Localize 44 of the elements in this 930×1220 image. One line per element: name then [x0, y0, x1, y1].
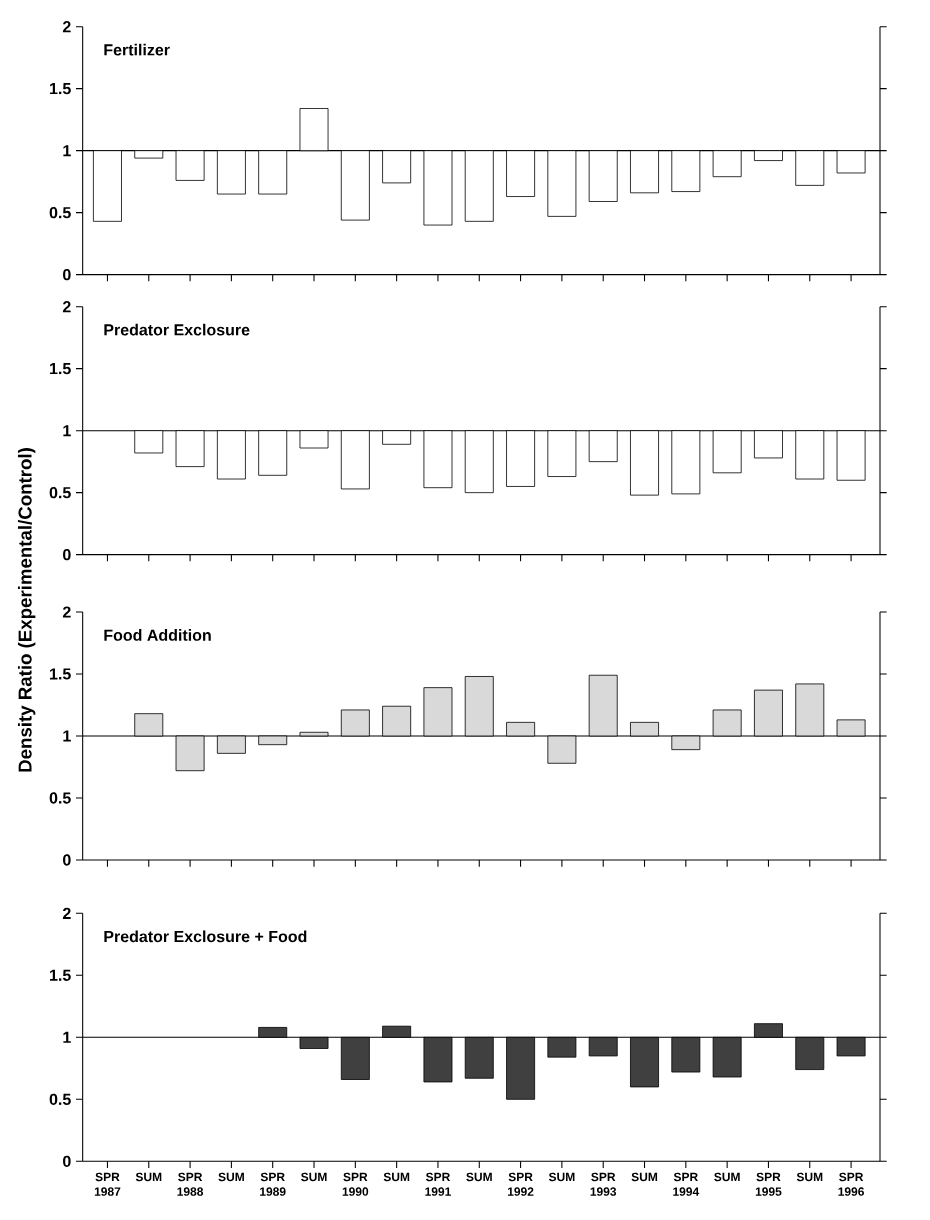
y-tick-label: 0 [63, 549, 71, 561]
y-tick-label: 0.5 [49, 792, 71, 804]
y-tick-label: 0 [63, 854, 71, 866]
y-tick-label: 2 [62, 301, 71, 313]
x-tick-label: SUM [135, 1172, 162, 1182]
x-tick-label: SUM [796, 1172, 823, 1182]
y-tick-label: 0 [63, 1155, 71, 1167]
text: Predator Exclosure + Food [104, 930, 307, 943]
text: Fertilizer [104, 43, 170, 56]
y-tick-label: 0.5 [49, 487, 71, 499]
x-tick-label: SPR 1991 [425, 1172, 451, 1196]
x-tick-label: SUM [218, 1172, 244, 1182]
y-tick-label: 1 [63, 1031, 71, 1043]
y-tick-label: 2 [62, 21, 71, 33]
y-tick-label: 1 [63, 145, 71, 157]
x-tick-label: SPR 1987 [94, 1172, 121, 1196]
text: Food Addition [104, 629, 211, 641]
x-tick-label: SPR 1994 [673, 1172, 700, 1196]
y-tick-label: 0.5 [49, 1093, 71, 1105]
x-tick-label: SUM [548, 1172, 575, 1182]
x-tick-label: SPR 1990 [342, 1172, 369, 1196]
x-tick-label: SUM [383, 1172, 410, 1182]
x-tick-label: SPR 1996 [838, 1172, 864, 1196]
y-tick-label: 2 [62, 907, 71, 919]
x-tick-label: SPR 1993 [590, 1172, 617, 1196]
y-tick-label: 1.5 [50, 363, 71, 375]
y-tick-label: 1 [63, 425, 71, 437]
y-tick-label: 0 [63, 269, 71, 281]
y-tick-label: 1.5 [50, 83, 71, 95]
x-tick-label: SPR 1988 [177, 1172, 204, 1196]
y-tick-label: 1.5 [50, 969, 71, 981]
x-tick-label: SUM [714, 1172, 740, 1182]
y-axis-title: Density Ratio (Experimental/Control) [17, 448, 36, 772]
x-tick-label: SUM [301, 1172, 327, 1182]
y-tick-label: 2 [62, 606, 71, 618]
y-tick-label: 1 [63, 730, 71, 742]
x-tick-label: SPR 1992 [507, 1172, 534, 1196]
x-tick-label: SUM [631, 1172, 658, 1182]
y-tick-label: 0.5 [49, 207, 71, 219]
x-tick-label: SPR 1995 [755, 1172, 782, 1196]
text: Predator Exclosure [104, 323, 250, 336]
x-tick-label: SUM [466, 1172, 492, 1182]
y-tick-label: 1.5 [50, 668, 71, 680]
x-tick-label: SPR 1989 [260, 1172, 286, 1196]
